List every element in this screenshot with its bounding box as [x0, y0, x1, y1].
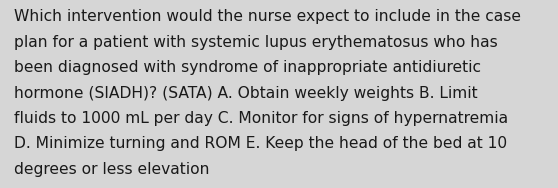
- Text: been diagnosed with syndrome of inappropriate antidiuretic: been diagnosed with syndrome of inapprop…: [14, 60, 481, 75]
- Text: plan for a patient with systemic lupus erythematosus who has: plan for a patient with systemic lupus e…: [14, 35, 498, 50]
- Text: degrees or less elevation: degrees or less elevation: [14, 162, 209, 177]
- Text: hormone (SIADH)? (SATA) A. Obtain weekly weights B. Limit: hormone (SIADH)? (SATA) A. Obtain weekly…: [14, 86, 478, 101]
- Text: D. Minimize turning and ROM E. Keep the head of the bed at 10: D. Minimize turning and ROM E. Keep the …: [14, 136, 507, 151]
- Text: fluids to 1000 mL per day C. Monitor for signs of hypernatremia: fluids to 1000 mL per day C. Monitor for…: [14, 111, 508, 126]
- Text: Which intervention would the nurse expect to include in the case: Which intervention would the nurse expec…: [14, 9, 521, 24]
